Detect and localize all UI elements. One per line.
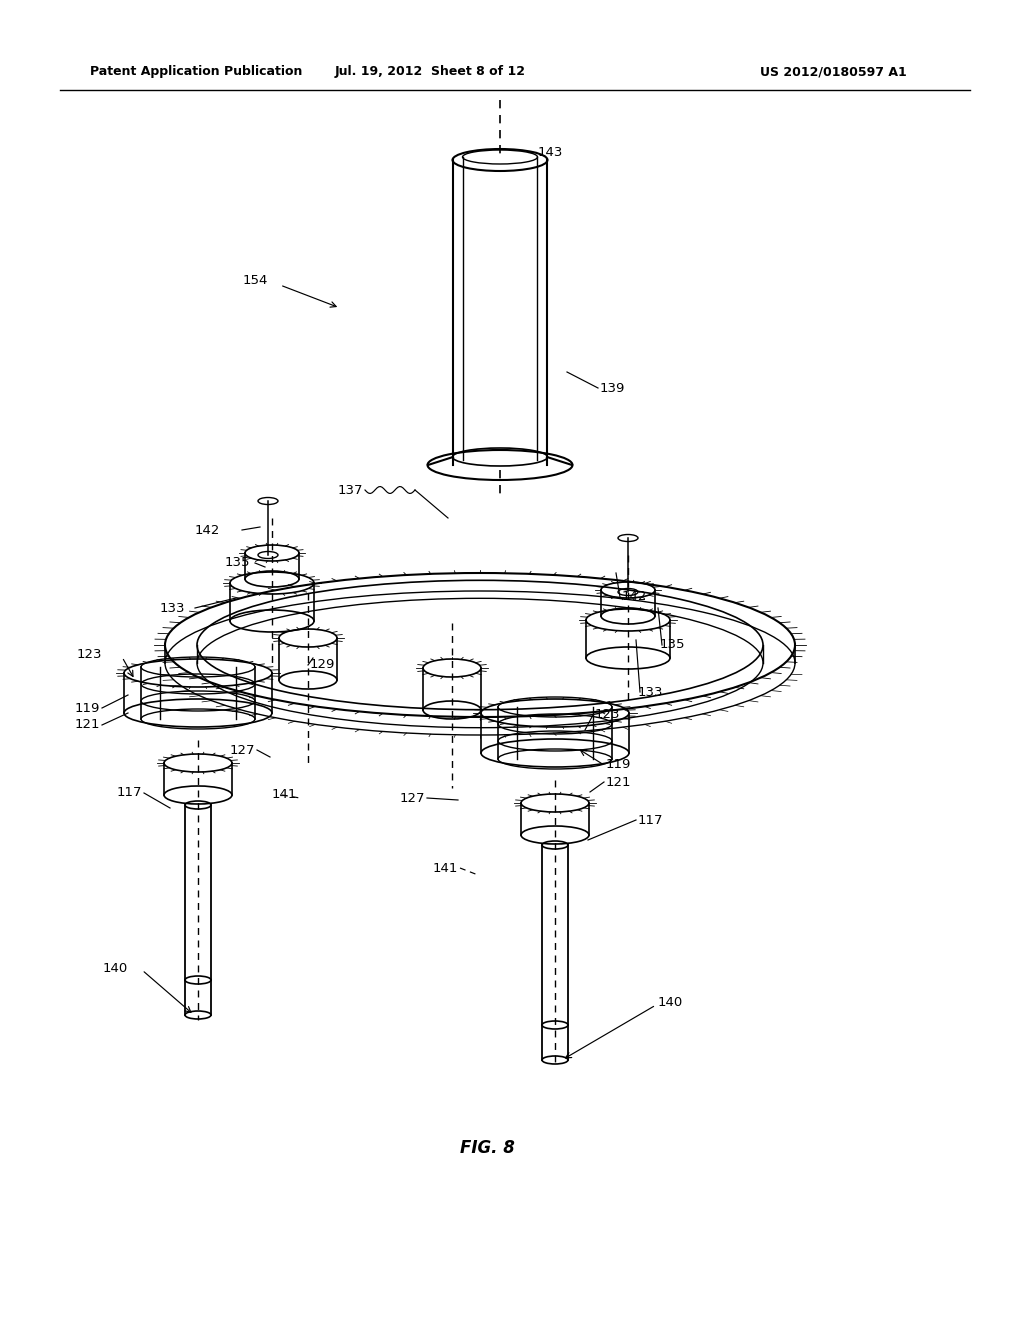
Text: 127: 127 xyxy=(399,792,425,804)
Text: 139: 139 xyxy=(600,381,626,395)
Text: 119: 119 xyxy=(606,759,632,771)
Text: Jul. 19, 2012  Sheet 8 of 12: Jul. 19, 2012 Sheet 8 of 12 xyxy=(335,66,525,78)
Text: 135: 135 xyxy=(660,639,685,652)
Text: FIG. 8: FIG. 8 xyxy=(460,1139,514,1158)
Text: 143: 143 xyxy=(538,145,563,158)
Text: 121: 121 xyxy=(75,718,100,731)
Text: 123: 123 xyxy=(77,648,102,661)
Text: 137: 137 xyxy=(338,483,362,496)
Text: 119: 119 xyxy=(75,701,100,714)
Text: 140: 140 xyxy=(658,995,683,1008)
Text: 129: 129 xyxy=(310,659,336,672)
Text: 140: 140 xyxy=(102,961,128,974)
Text: 117: 117 xyxy=(117,787,142,800)
Text: 133: 133 xyxy=(160,602,185,615)
Text: 135: 135 xyxy=(225,557,251,569)
Text: 154: 154 xyxy=(243,273,268,286)
Text: 141: 141 xyxy=(432,862,458,874)
Text: 142: 142 xyxy=(195,524,220,536)
Text: 133: 133 xyxy=(638,685,664,698)
Text: 121: 121 xyxy=(606,776,632,788)
Text: Patent Application Publication: Patent Application Publication xyxy=(90,66,302,78)
Text: 123: 123 xyxy=(595,709,621,722)
Text: 141: 141 xyxy=(272,788,297,801)
Text: 127: 127 xyxy=(229,743,255,756)
Text: US 2012/0180597 A1: US 2012/0180597 A1 xyxy=(760,66,906,78)
Text: 117: 117 xyxy=(638,813,664,826)
Text: 142: 142 xyxy=(622,590,647,603)
